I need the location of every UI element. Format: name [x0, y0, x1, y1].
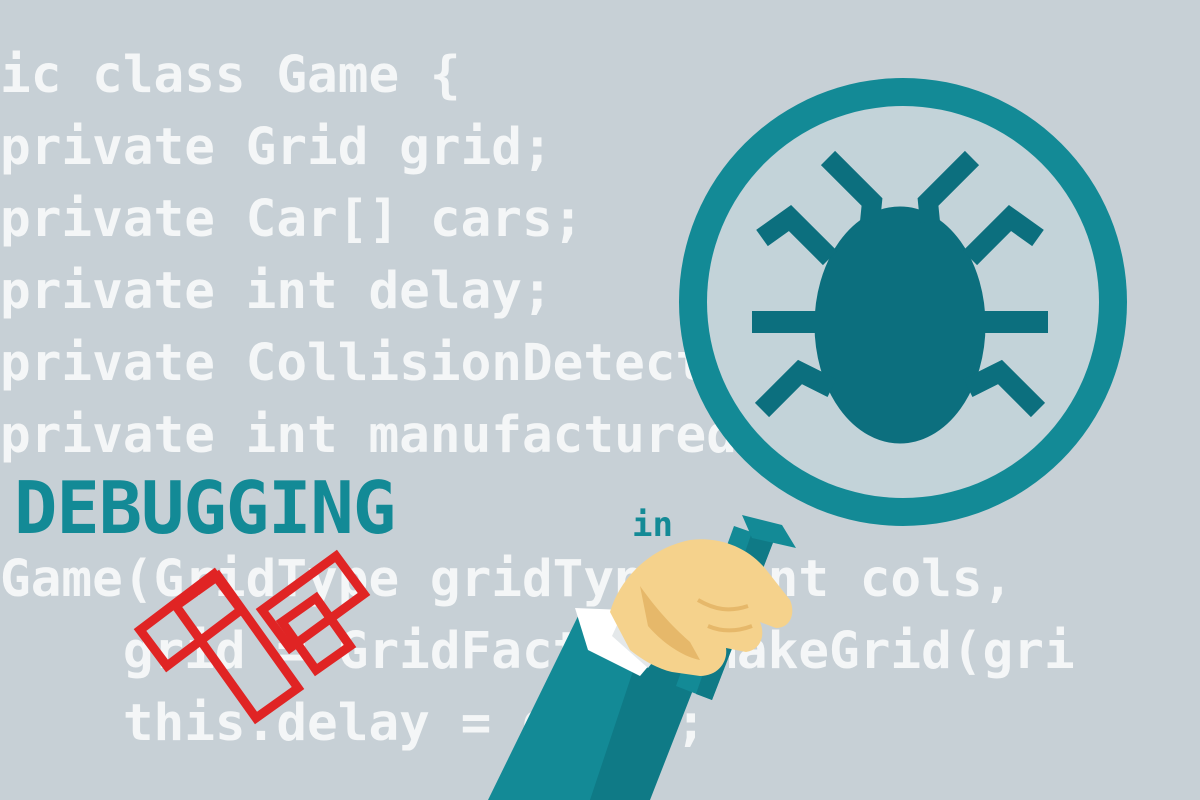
page-title: DEBUGGING: [14, 466, 396, 550]
hand-icon: [610, 539, 793, 676]
code-line: private Grid grid;: [0, 118, 553, 177]
code-line: ic class Game {: [0, 46, 461, 105]
title-suffix: in: [632, 505, 673, 545]
code-line: private Car[] cars;: [0, 190, 584, 249]
bug-icon: [752, 150, 1048, 444]
code-line: private int delay;: [0, 262, 553, 321]
logo-mark: [133, 549, 371, 725]
